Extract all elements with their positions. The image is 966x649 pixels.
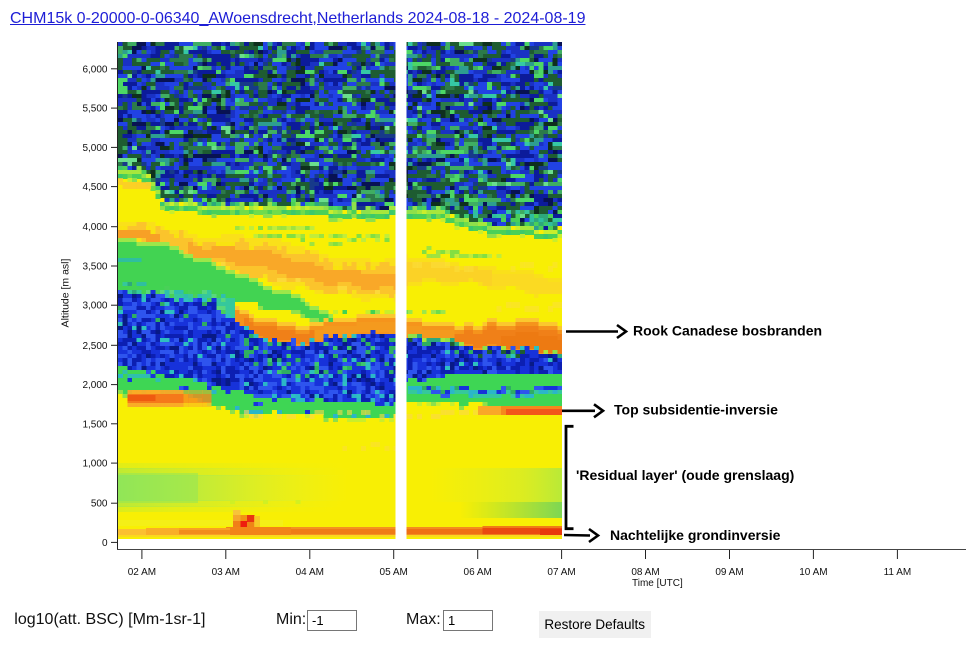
svg-text:08 AM: 08 AM — [631, 567, 659, 578]
svg-text:10 AM: 10 AM — [799, 567, 827, 578]
svg-text:2,500: 2,500 — [82, 341, 107, 352]
svg-text:4,000: 4,000 — [82, 222, 107, 233]
svg-text:03 AM: 03 AM — [212, 567, 240, 578]
svg-text:Nachtelijke grondinversie: Nachtelijke grondinversie — [610, 527, 781, 543]
svg-text:'Residual layer' (oude grensla: 'Residual layer' (oude grenslaag) — [576, 467, 794, 483]
svg-text:Time [UTC]: Time [UTC] — [632, 578, 683, 589]
svg-text:09 AM: 09 AM — [715, 567, 743, 578]
svg-text:2,000: 2,000 — [82, 380, 107, 391]
svg-text:Altitude [m asl]: Altitude [m asl] — [60, 258, 72, 327]
svg-text:02 AM: 02 AM — [128, 567, 156, 578]
svg-text:05 AM: 05 AM — [380, 567, 408, 578]
svg-text:1,500: 1,500 — [82, 419, 107, 430]
svg-text:04 AM: 04 AM — [296, 567, 324, 578]
svg-text:Rook Canadese bosbranden: Rook Canadese bosbranden — [633, 323, 822, 339]
svg-text:11 AM: 11 AM — [884, 567, 912, 578]
svg-text:3,500: 3,500 — [82, 262, 107, 273]
svg-text:0: 0 — [102, 538, 108, 549]
svg-text:3,000: 3,000 — [82, 301, 107, 312]
svg-text:1,000: 1,000 — [82, 459, 107, 470]
svg-text:5,000: 5,000 — [82, 143, 107, 154]
svg-text:06 AM: 06 AM — [464, 567, 492, 578]
svg-text:4,500: 4,500 — [82, 182, 107, 193]
svg-text:07 AM: 07 AM — [547, 567, 575, 578]
svg-text:5,500: 5,500 — [82, 104, 107, 115]
svg-text:Top subsidentie-inversie: Top subsidentie-inversie — [614, 402, 778, 418]
svg-text:500: 500 — [91, 499, 108, 510]
svg-text:6,000: 6,000 — [82, 64, 107, 75]
